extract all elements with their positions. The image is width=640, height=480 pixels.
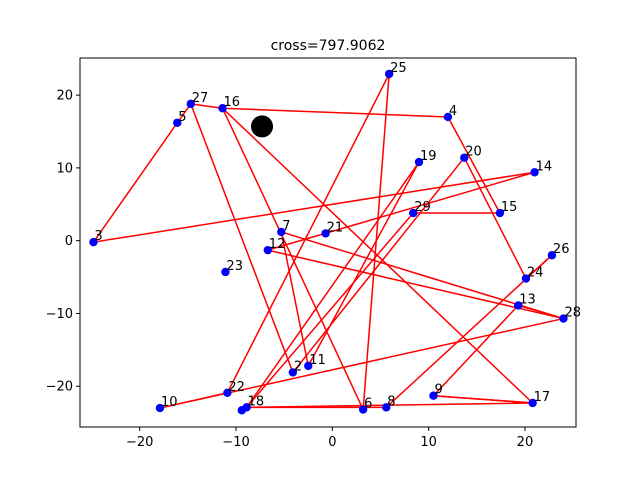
- x-tick-label: −10: [222, 435, 249, 450]
- point-label-18: 18: [248, 394, 265, 409]
- point-label-17: 17: [534, 390, 551, 405]
- data-point-2: [288, 368, 298, 377]
- data-point-12: [263, 245, 273, 255]
- point-label-2: 2: [294, 359, 302, 374]
- point-label-23: 23: [226, 259, 243, 274]
- data-point-19: [414, 157, 424, 167]
- data-point-13: [514, 301, 523, 310]
- point-label-11: 11: [309, 353, 326, 368]
- point-label-25: 25: [390, 61, 407, 76]
- path-segment-24-20: [463, 157, 527, 279]
- data-point-22: [223, 388, 232, 397]
- data-point-24: [521, 274, 531, 283]
- y-axis: −20 −10 0 10 20: [46, 89, 80, 395]
- point-label-27: 27: [192, 91, 209, 106]
- path-segment-16-4: [222, 107, 448, 118]
- path-segment-27-16: [190, 103, 223, 109]
- data-point-26: [547, 251, 557, 260]
- highlight-dot: [251, 115, 274, 138]
- point-label-16: 16: [224, 95, 241, 110]
- data-point-6: [358, 405, 368, 414]
- data-point-29: [409, 208, 418, 218]
- point-label-5: 5: [178, 110, 186, 125]
- point-label-13: 13: [519, 292, 536, 307]
- y-tick-label: 20: [56, 89, 73, 104]
- point-label-21: 21: [327, 220, 344, 235]
- point-label-7: 7: [282, 219, 290, 234]
- data-point-23: [221, 267, 230, 277]
- path-segment-7-11: [280, 231, 309, 367]
- data-point-4: [443, 112, 453, 122]
- path-segment-2-27: [190, 103, 294, 373]
- data-point-8: [382, 403, 391, 412]
- data-point-28: [559, 314, 568, 323]
- data-point-9: [429, 391, 438, 400]
- data-points: [89, 69, 568, 415]
- path-segment-26-24: [525, 254, 553, 280]
- point-label-3: 3: [94, 229, 102, 244]
- path-segment-14-12: [267, 171, 535, 251]
- chart-title: cross=797.9062: [271, 38, 386, 54]
- data-point-11: [304, 361, 313, 371]
- path-segment-4-15: [447, 116, 501, 214]
- point-label-15: 15: [501, 200, 518, 215]
- point-label-6: 6: [364, 397, 372, 412]
- path-segment-17-9: [433, 394, 533, 404]
- path-segment-16-6: [221, 107, 364, 410]
- data-point-20: [460, 153, 469, 162]
- path-segment-20-2: [292, 157, 465, 373]
- point-label-28: 28: [564, 306, 581, 321]
- path-segment-19-18: [246, 161, 420, 408]
- data-point-27: [186, 99, 195, 109]
- y-tick-label: 0: [65, 234, 73, 249]
- data-point-15: [495, 208, 505, 218]
- data-point-unlabeled: [237, 406, 247, 415]
- point-label-8: 8: [387, 394, 395, 409]
- path-segment-3-14: [93, 171, 535, 243]
- path-segment-13-9: [432, 304, 519, 397]
- path-segment-12-28: [267, 249, 564, 320]
- data-point-17: [528, 398, 537, 408]
- point-label-20: 20: [465, 145, 482, 160]
- y-tick-label: 10: [56, 161, 73, 176]
- path-segment-5-3: [92, 122, 178, 243]
- point-label-14: 14: [536, 159, 553, 174]
- point-label-26: 26: [553, 242, 570, 257]
- x-tick-label: 20: [517, 435, 534, 450]
- point-label-12: 12: [269, 237, 286, 252]
- data-point-10: [155, 403, 165, 413]
- data-point-3: [89, 237, 98, 247]
- data-point-14: [530, 168, 539, 177]
- point-label-9: 9: [434, 383, 442, 398]
- point-label-19: 19: [420, 149, 437, 164]
- data-point-5: [173, 118, 182, 127]
- y-tick-label: −20: [46, 380, 73, 395]
- highlight-marker: [251, 115, 274, 138]
- data-point-21: [321, 229, 330, 238]
- path-segment-29-18: [246, 212, 414, 408]
- point-label-10: 10: [161, 395, 178, 410]
- x-tick-label: −20: [126, 435, 153, 450]
- x-tick-label: 0: [328, 435, 336, 450]
- point-label-4: 4: [449, 104, 457, 119]
- data-point-25: [384, 69, 394, 79]
- point-label-24: 24: [527, 266, 544, 281]
- point-label-22: 22: [228, 380, 245, 395]
- x-axis: −20 −10 0 10 20: [126, 427, 533, 450]
- data-point-16: [218, 104, 227, 113]
- path-segment-11-19: [307, 161, 420, 367]
- path-segment-25-22: [226, 73, 390, 394]
- point-label-29: 29: [414, 200, 431, 215]
- data-point-7: [277, 227, 286, 237]
- y-tick-label: −10: [46, 307, 73, 322]
- x-tick-label: 10: [420, 435, 437, 450]
- plot-frame: [79, 57, 577, 428]
